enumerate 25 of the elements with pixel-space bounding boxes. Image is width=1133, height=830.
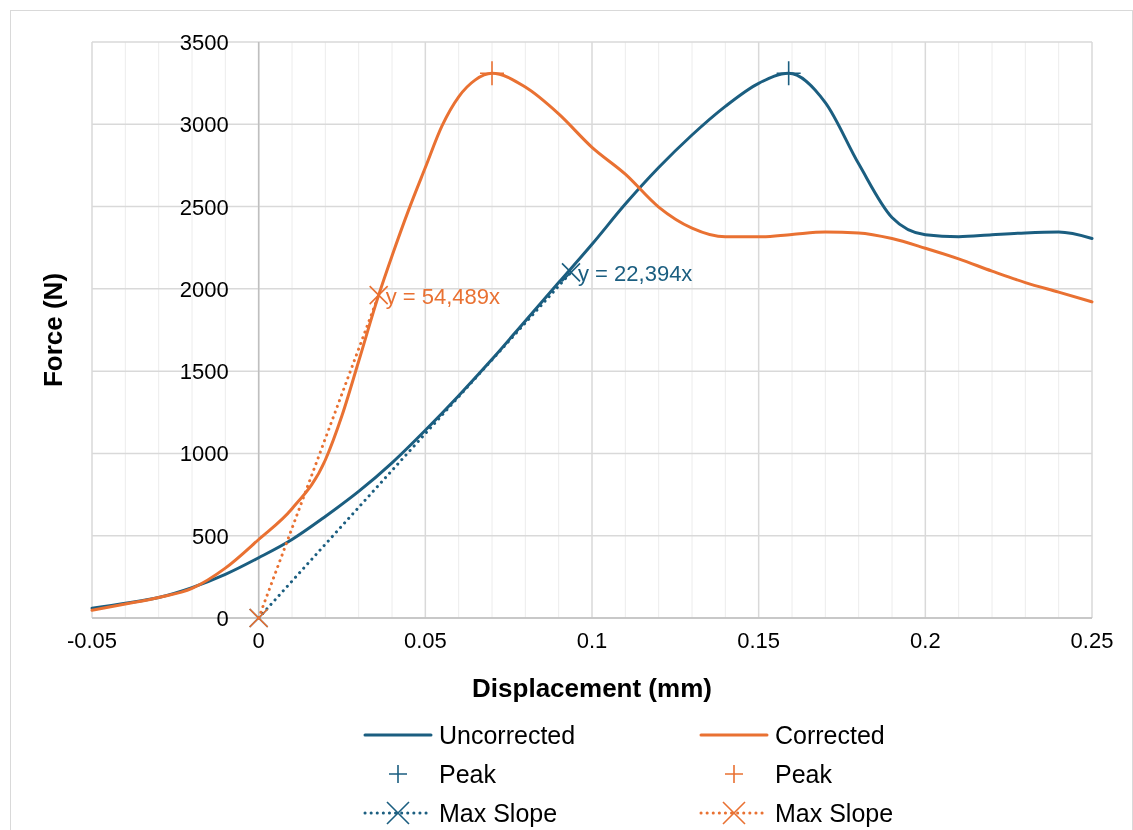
legend-label: Max Slope xyxy=(775,799,894,827)
annotation: y = 54,489x xyxy=(385,284,501,310)
y-tick-label: 3500 xyxy=(179,30,229,55)
x-tick-label: 0.15 xyxy=(737,628,781,653)
legend-label: Max Slope xyxy=(439,799,558,827)
legend-label: Uncorrected xyxy=(439,721,576,749)
x-tick-label: 0.25 xyxy=(1070,628,1114,653)
x-axis-title: Displacement (mm) xyxy=(472,673,712,703)
y-axis-title: Force (N) xyxy=(38,272,68,388)
annotation: y = 22,394x xyxy=(578,261,693,287)
y-tick-label: 1000 xyxy=(179,441,229,467)
y-tick-label: 2000 xyxy=(179,276,229,302)
legend-label: Corrected xyxy=(775,721,885,749)
x-tick-label: 0.1 xyxy=(576,628,608,653)
y-tick-label: 500 xyxy=(191,523,229,549)
legend-label: Peak xyxy=(439,760,497,788)
y-tick-label: 1500 xyxy=(179,359,229,385)
x-tick-label: -0.05 xyxy=(66,628,118,653)
x-tick-label: 0.2 xyxy=(910,628,941,653)
y-tick-label: 2500 xyxy=(179,194,229,220)
legend-label: Peak xyxy=(775,760,833,788)
x-tick-label: 0.05 xyxy=(403,628,447,653)
y-tick-label: 3000 xyxy=(179,112,229,138)
x-tick-label: 0 xyxy=(252,628,265,653)
y-tick-label: 0 xyxy=(216,606,229,631)
